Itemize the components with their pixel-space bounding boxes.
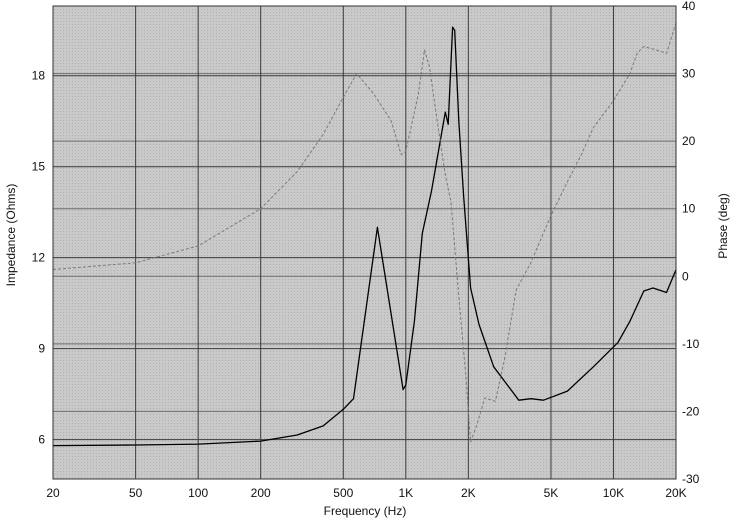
x-tick-label: 5K bbox=[544, 486, 559, 500]
x-tick-label: 200 bbox=[251, 486, 271, 500]
left-y-tick-labels: 6 9 12 15 18 bbox=[32, 69, 46, 447]
x-tick-label: 2K bbox=[461, 486, 476, 500]
left-y-tick-label: 9 bbox=[38, 342, 45, 356]
right-y-tick-label: -20 bbox=[682, 404, 700, 418]
left-y-tick-label: 12 bbox=[32, 251, 46, 265]
right-y-tick-label: 10 bbox=[682, 202, 696, 216]
right-y-tick-labels: -30 -20 -10 0 10 20 30 40 bbox=[682, 0, 700, 486]
series-layer bbox=[52, 22, 677, 447]
phase-series-line bbox=[52, 22, 677, 443]
right-y-tick-label: -10 bbox=[682, 337, 700, 351]
x-tick-label: 100 bbox=[188, 486, 208, 500]
x-tick-label: 500 bbox=[333, 486, 353, 500]
plot-background bbox=[53, 6, 676, 479]
x-tick-label: 20 bbox=[46, 486, 60, 500]
left-y-tick-label: 6 bbox=[38, 433, 45, 447]
right-y-tick-label: 40 bbox=[682, 0, 696, 13]
left-y-axis-title: Impedance (Ohms) bbox=[4, 184, 18, 287]
impedance-series-line bbox=[52, 26, 677, 447]
x-tick-labels: 20 50 100 200 500 1K 2K 5K 10K 20K bbox=[46, 486, 686, 500]
right-y-tick-label: 30 bbox=[682, 67, 696, 81]
x-tick-label: 50 bbox=[129, 486, 143, 500]
left-y-tick-label: 18 bbox=[32, 69, 46, 83]
right-y-axis-title: Phase (deg) bbox=[716, 193, 730, 258]
plot-frame bbox=[52, 5, 677, 480]
minor-grid bbox=[53, 5, 676, 480]
left-y-tick-label: 15 bbox=[32, 160, 46, 174]
right-y-tick-label: -30 bbox=[682, 472, 700, 486]
x-tick-label: 10K bbox=[603, 486, 624, 500]
x-tick-label: 1K bbox=[398, 486, 413, 500]
x-tick-label: 20K bbox=[665, 486, 686, 500]
right-y-tick-label: 20 bbox=[682, 134, 696, 148]
right-y-tick-label: 0 bbox=[682, 269, 689, 283]
x-axis-title: Frequency (Hz) bbox=[324, 504, 407, 518]
